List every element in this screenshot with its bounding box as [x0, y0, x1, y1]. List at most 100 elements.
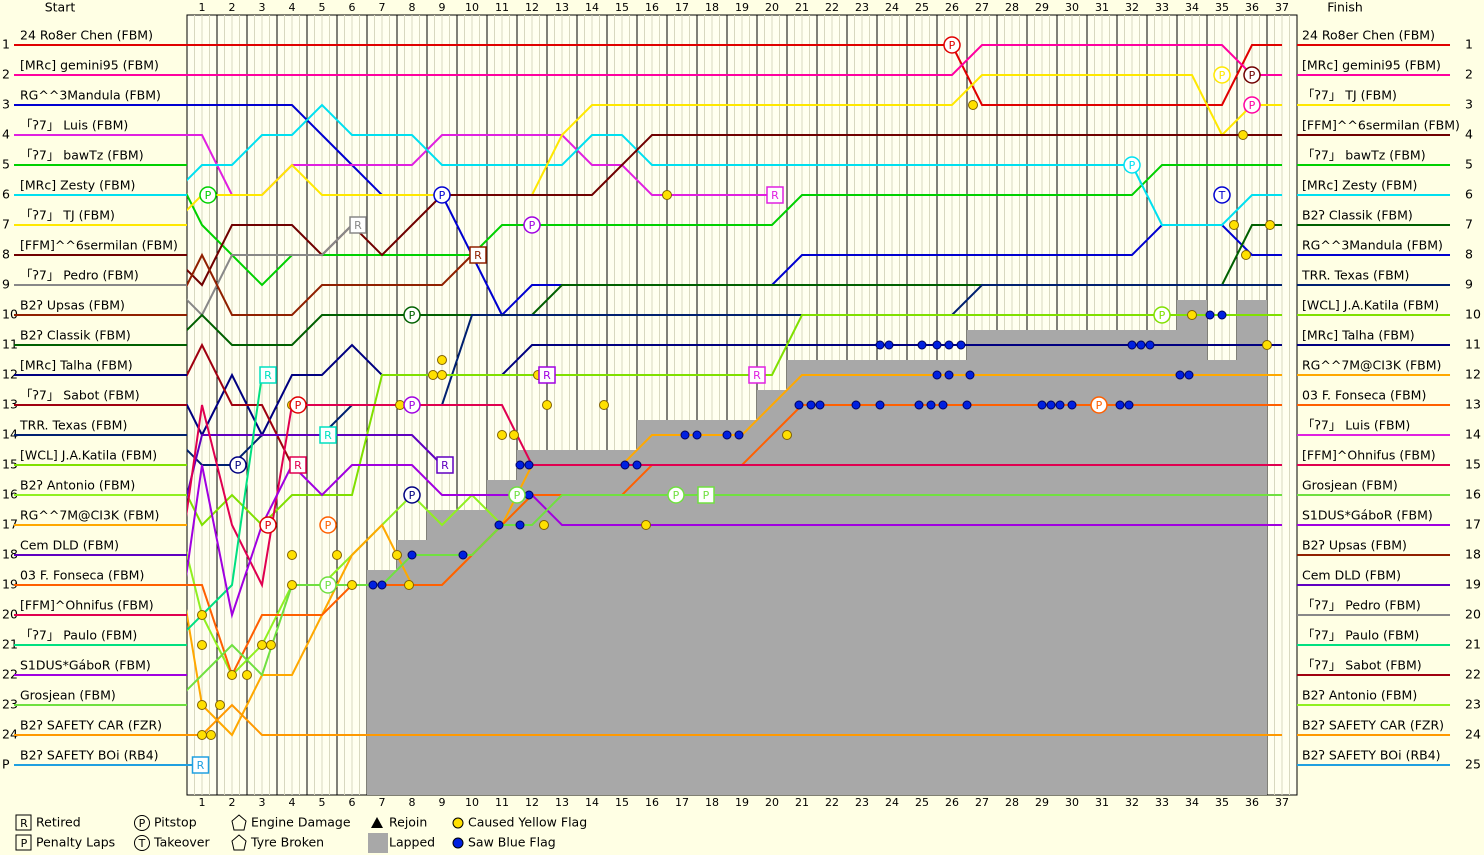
- lapped-bar: [1117, 330, 1147, 795]
- y2-tick-label: 8: [1465, 247, 1473, 262]
- x-tick-label: 1: [199, 1, 206, 14]
- finish-driver-name: S1DUS*GáboR (FBM): [1302, 508, 1433, 523]
- legend-icon: [15, 814, 32, 831]
- x-tick-label: 7: [379, 1, 386, 14]
- yellow-flag: [662, 190, 672, 200]
- blue-flag: [926, 400, 936, 410]
- start-driver-name: B2ʔ Antonio (FBM): [20, 478, 135, 493]
- y2-tick-label: 6: [1465, 187, 1473, 202]
- x-tick-label-bottom: 18: [705, 796, 719, 809]
- x-tick-label: 8: [409, 1, 416, 14]
- blue-flag: [914, 400, 924, 410]
- start-driver-name: B2ʔ SAFETY CAR (FZR): [20, 718, 162, 733]
- finish-driver-name: 「ʔ7」 Luis (FBM): [1302, 418, 1410, 433]
- yellow-flag: [347, 580, 357, 590]
- event-box: [469, 246, 487, 264]
- x-tick-label-bottom: 35: [1215, 796, 1229, 809]
- start-driver-name: 「ʔ7」 Pedro (FBM): [20, 268, 139, 283]
- y-tick-label: 22: [2, 667, 18, 682]
- start-driver-name: 「ʔ7」 bawTz (FBM): [20, 148, 144, 163]
- y2-tick-label: 24: [1465, 727, 1481, 742]
- y2-tick-label: 25: [1465, 757, 1481, 772]
- event-label: P: [235, 459, 242, 472]
- x-tick-label-bottom: 16: [645, 796, 659, 809]
- event-label: P: [325, 519, 332, 532]
- event-box: [748, 366, 766, 384]
- y-tick-label: 1: [2, 37, 10, 52]
- y-tick-label: 20: [2, 607, 18, 622]
- x-tick-label: 35: [1215, 1, 1229, 14]
- yellow-flag: [404, 580, 414, 590]
- event-label: P: [1219, 69, 1226, 82]
- event-box: [191, 756, 210, 774]
- start-driver-name: B2ʔ Upsas (FBM): [20, 298, 125, 313]
- event-label: P: [409, 309, 416, 322]
- blue-flag: [851, 400, 861, 410]
- y-tick-label: 3: [2, 97, 10, 112]
- x-tick-label-bottom: 15: [615, 796, 629, 809]
- y-tick-label: 24: [2, 727, 18, 742]
- y-tick-label: 18: [2, 547, 18, 562]
- x-tick-label-bottom: 21: [795, 796, 809, 809]
- yellow-flag: [1187, 310, 1197, 320]
- event-circle: [1123, 156, 1141, 174]
- event-circle: [433, 186, 451, 204]
- blue-flag: [1127, 340, 1137, 350]
- x-tick-label-bottom: 14: [585, 796, 599, 809]
- y-tick-label: 13: [2, 397, 18, 412]
- finish-driver-name: Cem DLD (FBM): [1302, 568, 1401, 583]
- start-driver-name: 「ʔ7」 Sabot (FBM): [20, 388, 140, 403]
- start-heading: Start: [45, 0, 76, 15]
- blue-flag: [1046, 400, 1056, 410]
- driver-line: [187, 404, 1282, 589]
- start-driver-name: [FFM]^Ohnifus (FBM): [20, 598, 154, 613]
- start-driver-name: B2ʔ Classik (FBM): [20, 328, 131, 343]
- y2-tick-label: 5: [1465, 157, 1473, 172]
- event-label: P: [1249, 99, 1256, 112]
- blue-flag: [1067, 400, 1077, 410]
- x-tick-label: 25: [915, 1, 929, 14]
- x-tick-label-bottom: 19: [735, 796, 749, 809]
- start-driver-name: [MRc] gemini95 (FBM): [20, 58, 159, 73]
- x-tick-label: 21: [795, 1, 809, 14]
- event-label: T: [1218, 189, 1226, 202]
- blue-flag: [1124, 400, 1134, 410]
- lapped-bar: [1057, 330, 1087, 795]
- x-tick-label: 15: [615, 1, 629, 14]
- x-tick-label-bottom: 9: [439, 796, 446, 809]
- finish-driver-name: Grosjean (FBM): [1302, 478, 1398, 493]
- x-tick-label-bottom: 4: [289, 796, 296, 809]
- x-tick-label: 29: [1035, 1, 1049, 14]
- legend-label: Penalty Laps: [36, 835, 115, 850]
- start-driver-name: [WCL] J.A.Katila (FBM): [20, 448, 157, 463]
- legend-label: Caused Yellow Flag: [468, 815, 587, 830]
- finish-driver-name: 24 Ro8er Chen (FBM): [1302, 28, 1435, 43]
- finish-driver-name: B2ʔ SAFETY BOi (RB4): [1302, 748, 1441, 763]
- x-tick-label-bottom: 28: [1005, 796, 1019, 809]
- lapped-bar: [787, 360, 817, 795]
- blue-flag: [377, 580, 387, 590]
- blue-flag: [884, 340, 894, 350]
- event-circle: [289, 396, 307, 414]
- x-tick-label-bottom: 36: [1245, 796, 1259, 809]
- event-label: P: [1129, 159, 1136, 172]
- start-driver-name: 03 F. Fonseca (FBM): [20, 568, 144, 583]
- x-tick-label-bottom: 17: [675, 796, 689, 809]
- event-circle: [403, 396, 421, 414]
- y-tick-label: 12: [2, 367, 18, 382]
- event-box: [259, 366, 277, 384]
- legend-label: Retired: [36, 815, 81, 830]
- blue-flag: [1055, 400, 1065, 410]
- x-tick-label: 28: [1005, 1, 1019, 14]
- lapped-bar: [427, 510, 457, 795]
- blue-flag: [932, 340, 942, 350]
- y-tick-label: 5: [2, 157, 10, 172]
- x-tick-label: 31: [1095, 1, 1109, 14]
- event-label: R: [441, 459, 449, 472]
- x-tick-label-bottom: 8: [409, 796, 416, 809]
- finish-driver-name: B2ʔ Upsas (FBM): [1302, 538, 1407, 553]
- yellow-flag: [227, 670, 237, 680]
- lapped-bar: [937, 360, 967, 795]
- yellow-flag: [1265, 220, 1275, 230]
- event-box: [289, 456, 307, 474]
